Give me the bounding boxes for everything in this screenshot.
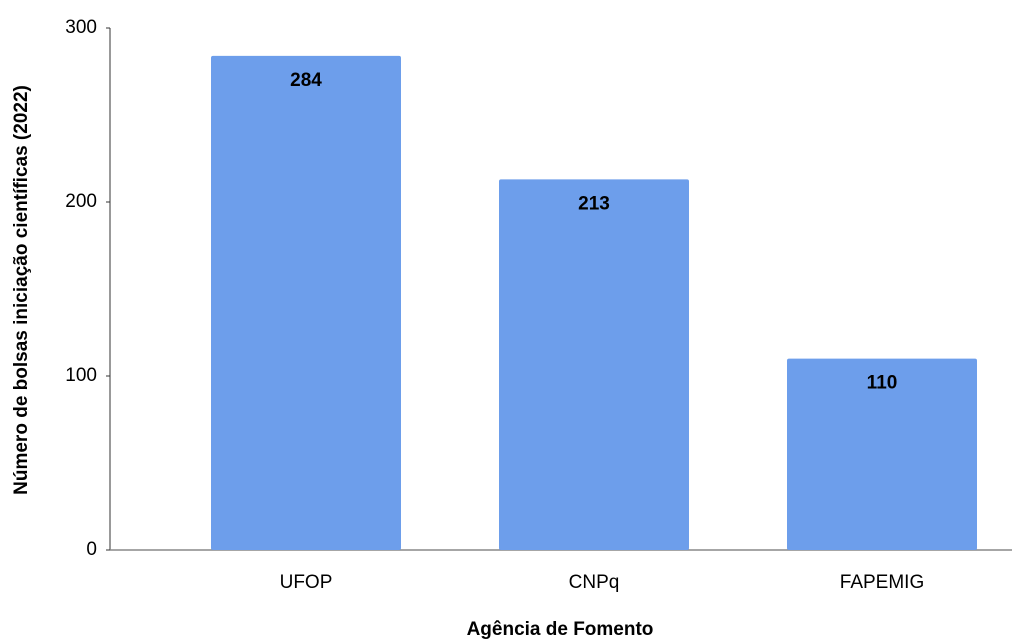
y-tick-label: 200 [65, 191, 97, 212]
data-label: 284 [290, 70, 322, 91]
x-tick-label: UFOP [280, 572, 333, 593]
y-tick-label: 100 [65, 365, 97, 386]
bar [499, 179, 689, 550]
y-axis-title: Número de bolsas iniciação científicas (… [11, 85, 32, 495]
y-tick-label: 300 [65, 17, 97, 38]
x-tick-label: CNPq [569, 572, 620, 593]
data-label: 213 [578, 193, 610, 214]
x-axis-title: Agência de Fomento [467, 619, 654, 640]
y-tick-label: 0 [86, 539, 97, 560]
bar [787, 358, 977, 550]
data-label: 110 [867, 373, 898, 394]
x-tick-label: FAPEMIG [840, 572, 924, 593]
bar [211, 55, 401, 551]
